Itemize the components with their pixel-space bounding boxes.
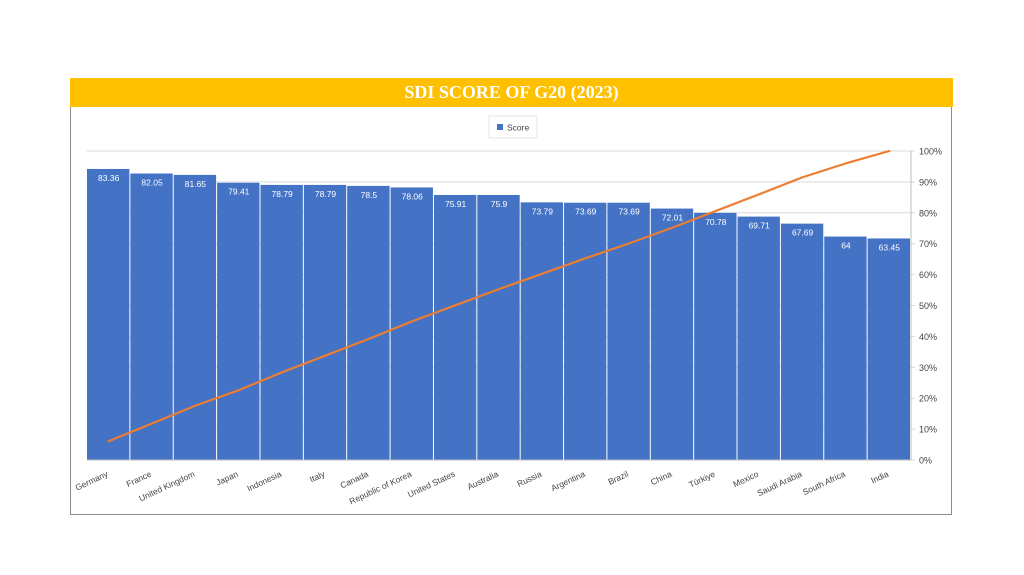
y2-tick-label: 10% bbox=[919, 425, 937, 435]
x-tick-label: Indonesia bbox=[245, 469, 283, 494]
bar bbox=[824, 236, 867, 460]
x-tick-label: Japan bbox=[214, 469, 239, 488]
y2-tick-label: 80% bbox=[919, 208, 937, 218]
chart-title: SDI SCORE OF G20 (2023) bbox=[404, 82, 619, 102]
x-tick-label: India bbox=[869, 469, 890, 486]
x-tick-label: United States bbox=[406, 469, 456, 500]
y2-tick-label: 100% bbox=[919, 147, 942, 157]
x-tick-label: Italy bbox=[308, 468, 327, 484]
bar bbox=[607, 202, 650, 461]
x-tick-label: France bbox=[125, 469, 153, 489]
bar-value-label: 79.41 bbox=[228, 187, 250, 197]
bar bbox=[867, 238, 910, 460]
bar bbox=[260, 184, 303, 460]
y2-tick-label: 90% bbox=[919, 177, 937, 187]
bar-value-label: 69.71 bbox=[749, 221, 771, 231]
chart-title-bar: SDI SCORE OF G20 (2023) bbox=[70, 78, 953, 107]
legend-box bbox=[488, 115, 538, 139]
bar-value-label: 73.69 bbox=[618, 207, 640, 217]
y2-tick-label: 0% bbox=[919, 456, 932, 466]
y2-tick-label: 50% bbox=[919, 301, 937, 311]
y2-tick-label: 40% bbox=[919, 332, 937, 342]
bar-value-label: 67.69 bbox=[792, 228, 814, 238]
bar bbox=[433, 194, 477, 460]
bar-value-label: 75.9 bbox=[491, 199, 508, 209]
x-tick-label: Canada bbox=[339, 469, 370, 491]
y2-tick-label: 70% bbox=[919, 239, 937, 249]
x-tick-label: Saudi Arabia bbox=[756, 469, 804, 499]
bar-value-label: 83.36 bbox=[98, 173, 120, 183]
bar bbox=[173, 174, 217, 461]
bar-value-label: 72.01 bbox=[662, 213, 684, 223]
bar bbox=[130, 173, 173, 461]
bar bbox=[694, 212, 737, 460]
x-tick-label: South Africa bbox=[801, 469, 847, 498]
bar-value-label: 73.79 bbox=[532, 206, 554, 216]
bar-value-label: 64 bbox=[841, 241, 851, 251]
legend-label: Score bbox=[507, 123, 529, 133]
bar bbox=[737, 216, 780, 460]
cumulative-line bbox=[107, 149, 891, 443]
x-tick-label: Russia bbox=[515, 469, 543, 489]
bar bbox=[303, 184, 347, 460]
bar-value-label: 75.91 bbox=[445, 199, 467, 209]
x-tick-label: Australia bbox=[466, 469, 500, 492]
bar-value-label: 78.06 bbox=[402, 191, 424, 201]
legend-swatch bbox=[497, 124, 503, 130]
bar-value-label: 73.69 bbox=[575, 207, 597, 217]
bar bbox=[217, 182, 260, 460]
x-tick-label: Brazil bbox=[606, 469, 630, 487]
x-tick-label: Argentina bbox=[549, 469, 586, 494]
bar-value-label: 70.78 bbox=[705, 217, 727, 227]
x-tick-label: Türkiye bbox=[687, 469, 717, 490]
bar bbox=[477, 194, 520, 460]
bar bbox=[650, 208, 694, 460]
x-tick-label: Mexico bbox=[731, 469, 760, 490]
bar-value-label: 78.79 bbox=[272, 189, 294, 199]
sdi-chart: 0% 10% 20% 30% 40% 50% 60% 70% 80% 90% 100% 83.36 82… bbox=[74, 115, 942, 506]
bar-value-label: 63.45 bbox=[879, 242, 901, 252]
x-tick-label: China bbox=[649, 469, 674, 488]
bar bbox=[347, 185, 390, 460]
bar bbox=[87, 168, 130, 460]
bar bbox=[564, 202, 607, 461]
bar bbox=[780, 223, 824, 460]
chart-frame: 0% 10% 20% 30% 40% 50% 60% 70% 80% 90% 100% 83.36 82… bbox=[70, 107, 952, 515]
bar-value-label: 78.79 bbox=[315, 189, 337, 199]
bar-value-label: 81.65 bbox=[185, 179, 207, 189]
y2-tick-label: 60% bbox=[919, 270, 937, 280]
bar bbox=[390, 187, 433, 460]
bar-value-label: 82.05 bbox=[141, 178, 163, 188]
bar-value-label: 78.5 bbox=[361, 190, 378, 200]
y2-tick-label: 20% bbox=[919, 394, 937, 404]
y2-tick-label: 30% bbox=[919, 363, 937, 373]
x-tick-label: Germany bbox=[74, 468, 111, 492]
bar bbox=[520, 202, 564, 460]
